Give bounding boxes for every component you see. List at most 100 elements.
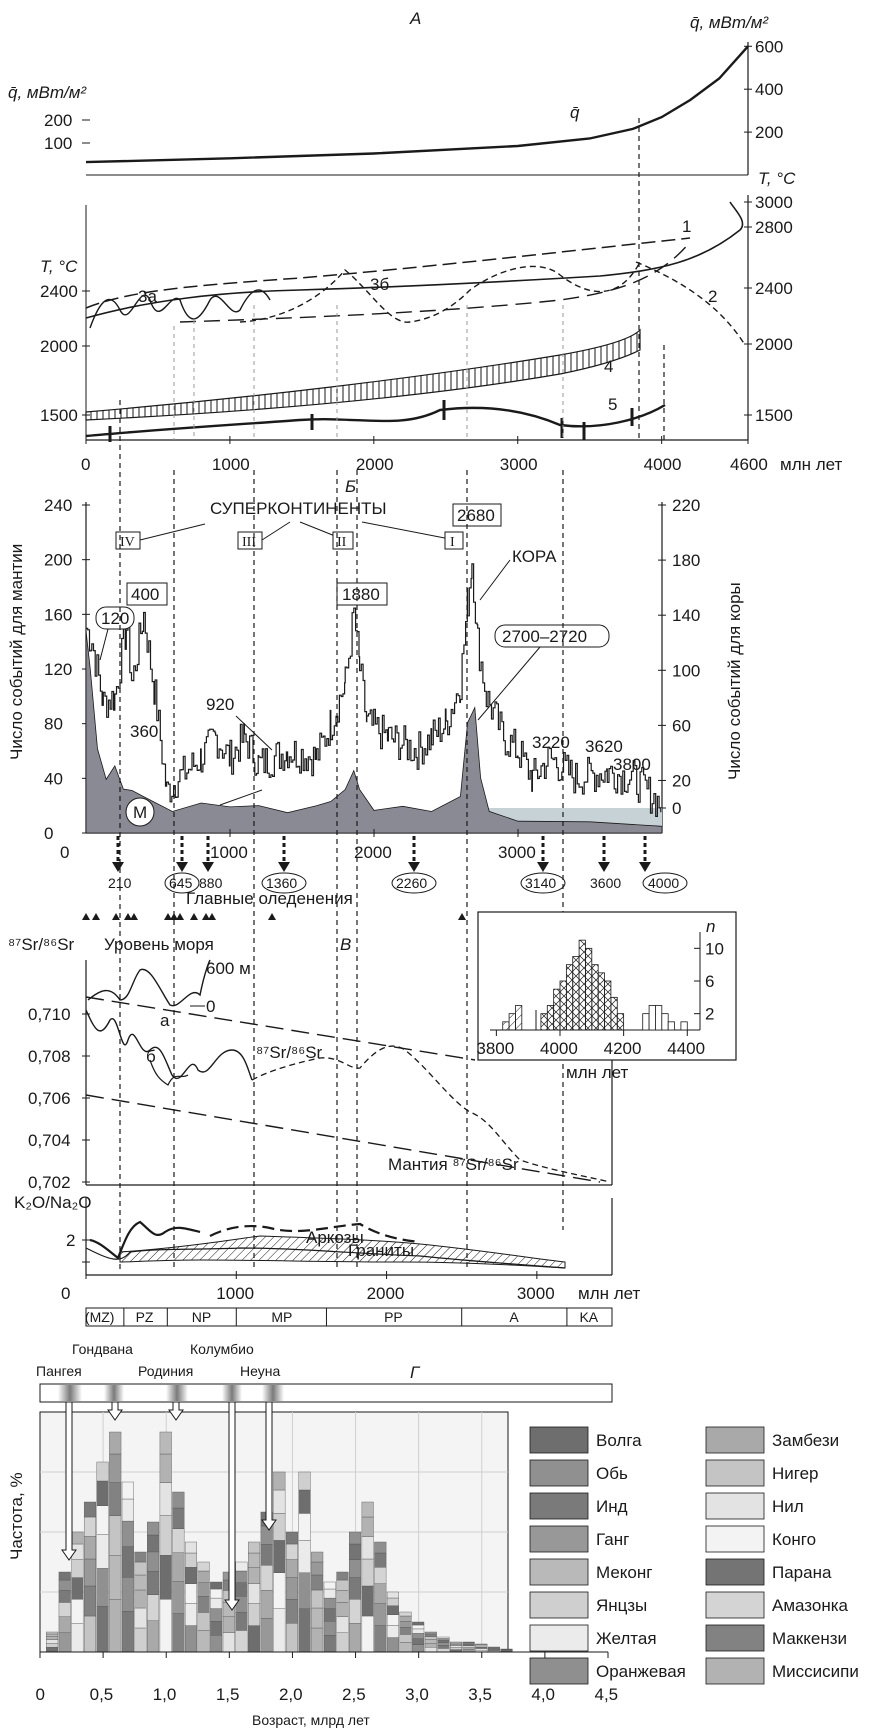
curve-3a — [89, 289, 271, 329]
zircon-bar-seg — [323, 1588, 336, 1599]
crust-label: КОРА — [512, 547, 557, 566]
zircon-bar-seg — [46, 1631, 59, 1635]
zircon-bar-seg — [159, 1598, 172, 1653]
zircon-bar-seg — [235, 1612, 248, 1631]
zircon-bar-seg — [83, 1558, 97, 1587]
inset-y-tick-label: 2 — [705, 1005, 714, 1024]
sr-curve-dashed — [251, 1045, 611, 1183]
zircon-bar-seg — [71, 1559, 84, 1578]
zircon-bar-seg — [285, 1577, 298, 1600]
inset-bar — [661, 1013, 669, 1031]
peak-2680: 2680 — [457, 506, 495, 525]
band-label-arkoses: Аркозы — [306, 1228, 364, 1247]
legend-swatch — [529, 1525, 589, 1553]
name-rodinia: Родиния — [138, 1363, 193, 1379]
legend-swatch — [705, 1525, 765, 1553]
zircon-bar-seg — [172, 1581, 185, 1614]
era-MZ: (MZ) — [85, 1309, 115, 1325]
legend-label: Миссисипи — [772, 1662, 859, 1681]
zircon-bar-seg — [197, 1595, 210, 1613]
zircon-bar-seg — [437, 1638, 450, 1641]
zircon-bar-seg — [134, 1574, 147, 1591]
zircon-bar-seg — [323, 1608, 336, 1622]
zircon-bar-seg — [235, 1561, 248, 1572]
curve-label-a: а — [160, 1011, 170, 1030]
zircon-bar-seg — [475, 1646, 488, 1649]
zircon-bar-seg — [361, 1558, 374, 1587]
zircon-bar-seg — [172, 1491, 185, 1509]
zircon-bar-seg — [159, 1515, 172, 1556]
temp-right-tick-label: 1500 — [755, 406, 793, 425]
legend-swatch — [705, 1624, 765, 1652]
legend-label: Амазонка — [772, 1596, 849, 1615]
zircon-bar-seg — [311, 1607, 324, 1629]
supercontinent-I: I — [450, 535, 455, 550]
inset-bar — [508, 1013, 516, 1031]
crust-step-line — [86, 563, 662, 817]
curve-label-4: 4 — [604, 357, 613, 376]
inset-x-tick-label: 4200 — [604, 1039, 642, 1058]
zircon-x-tick-label: 4,5 — [595, 1685, 619, 1704]
zircon-bar-seg — [285, 1559, 298, 1578]
zircon-bar-seg — [235, 1570, 248, 1583]
label-3620: 3620 — [585, 737, 623, 756]
zircon-bar-seg — [273, 1540, 286, 1574]
zircon-bar-seg — [197, 1582, 210, 1597]
curve-5-marks — [108, 400, 634, 442]
sr-tick-label: 0,706 — [28, 1089, 71, 1108]
k2o-solid-curve — [89, 1220, 201, 1260]
zircon-bar-seg — [298, 1572, 311, 1610]
zircon-bar-seg — [349, 1622, 362, 1653]
zircon-bar-seg — [374, 1625, 387, 1653]
zircon-bar-seg — [184, 1603, 197, 1626]
events-left-tick-label: 80 — [44, 715, 63, 734]
curve-label-2: 2 — [708, 287, 717, 306]
legend-swatch — [529, 1426, 589, 1454]
zircon-bar-seg — [298, 1471, 311, 1491]
zircon-bar-seg — [134, 1627, 147, 1653]
sea-level-600: 600 м — [206, 959, 251, 978]
heat-flow-series-label: q̄ — [570, 103, 580, 122]
label-3800: 3800 — [613, 755, 651, 774]
k2o-label: K₂O/Na₂O — [14, 1193, 91, 1212]
zircon-bar-seg — [412, 1644, 425, 1653]
zircon-bar-seg — [134, 1589, 147, 1609]
inset-bar — [610, 996, 618, 1031]
zircon-bar-seg — [96, 1606, 109, 1653]
zircon-bar-seg — [475, 1643, 488, 1645]
supercontinent-bands — [58, 1385, 284, 1401]
zircon-bar-seg — [197, 1612, 210, 1631]
inset-x-tick-label: 4000 — [540, 1039, 578, 1058]
zircon-bar-seg — [109, 1453, 122, 1483]
zircon-bar-seg — [361, 1536, 374, 1560]
legend-label: Желтая — [596, 1629, 657, 1648]
zircon-bar-seg — [437, 1645, 450, 1649]
inset-x-tick-label: 3800 — [476, 1039, 514, 1058]
legend-label: Инд — [596, 1497, 628, 1516]
k2o-dashed-curve — [209, 1222, 421, 1244]
curve-label-3b: 3б — [370, 275, 389, 294]
events-left-label: Число событий для мантии — [7, 544, 26, 760]
zircon-bar-seg — [83, 1516, 97, 1537]
temp-x-tick-label: 4600 — [730, 455, 768, 474]
events-right-tick-label: 100 — [672, 661, 700, 680]
zircon-bar-seg — [336, 1571, 349, 1581]
zircon-bar-seg — [260, 1564, 273, 1591]
sr-tick-label: 0,708 — [28, 1047, 71, 1066]
zircon-bar-seg — [399, 1634, 412, 1643]
zircon-bar-seg — [260, 1590, 273, 1619]
inset-bar — [565, 964, 574, 1031]
zircon-bar-seg — [273, 1572, 286, 1610]
zircon-bar-seg — [361, 1501, 374, 1518]
events-left-tick-label: 240 — [44, 496, 72, 515]
k2o-tick-label: 2 — [66, 1231, 75, 1250]
zircon-bar-seg — [58, 1602, 71, 1618]
zircon-bar-seg — [109, 1431, 122, 1455]
zircon-bar-seg — [273, 1489, 286, 1514]
events-right-tick-label: 180 — [672, 551, 700, 570]
zircon-legend: Волга Обь Инд Ганг Меконг Янцзы Желтая Оранжева… — [529, 1426, 859, 1685]
sr-tick-label: 0,704 — [28, 1131, 71, 1150]
inset-bar — [616, 1013, 625, 1031]
inset-x-tick-label: 4400 — [667, 1039, 705, 1058]
legend-label: Янцзы — [596, 1596, 647, 1615]
